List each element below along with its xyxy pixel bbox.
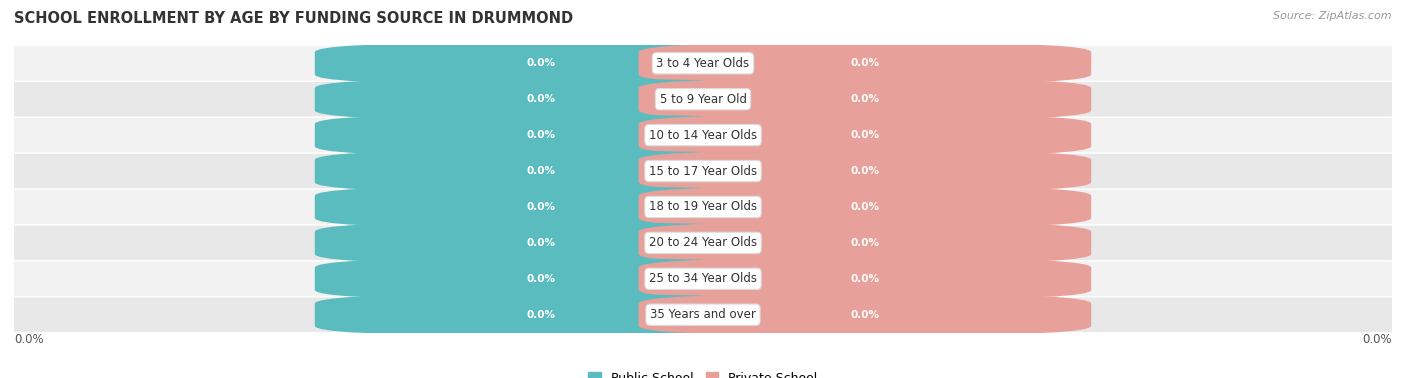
Text: 15 to 17 Year Olds: 15 to 17 Year Olds [650, 164, 756, 178]
Text: 0.0%: 0.0% [1362, 333, 1392, 345]
Text: 0.0%: 0.0% [527, 58, 555, 68]
Text: 0.0%: 0.0% [527, 238, 555, 248]
Text: 5 to 9 Year Old: 5 to 9 Year Old [659, 93, 747, 106]
FancyBboxPatch shape [638, 258, 1091, 299]
Text: 0.0%: 0.0% [527, 202, 555, 212]
FancyBboxPatch shape [315, 186, 768, 228]
FancyBboxPatch shape [315, 258, 768, 299]
Text: 0.0%: 0.0% [527, 310, 555, 320]
FancyBboxPatch shape [638, 150, 1091, 192]
Text: SCHOOL ENROLLMENT BY AGE BY FUNDING SOURCE IN DRUMMOND: SCHOOL ENROLLMENT BY AGE BY FUNDING SOUR… [14, 11, 574, 26]
Text: 0.0%: 0.0% [527, 94, 555, 104]
FancyBboxPatch shape [14, 82, 1392, 116]
Text: Source: ZipAtlas.com: Source: ZipAtlas.com [1274, 11, 1392, 21]
Text: 0.0%: 0.0% [851, 94, 879, 104]
Text: 0.0%: 0.0% [851, 238, 879, 248]
FancyBboxPatch shape [14, 297, 1392, 332]
Text: 10 to 14 Year Olds: 10 to 14 Year Olds [650, 129, 756, 142]
FancyBboxPatch shape [638, 186, 1091, 228]
FancyBboxPatch shape [14, 262, 1392, 296]
FancyBboxPatch shape [14, 46, 1392, 81]
FancyBboxPatch shape [315, 294, 768, 335]
FancyBboxPatch shape [638, 222, 1091, 263]
FancyBboxPatch shape [14, 154, 1392, 188]
Text: 0.0%: 0.0% [851, 310, 879, 320]
FancyBboxPatch shape [638, 115, 1091, 156]
Text: 0.0%: 0.0% [851, 202, 879, 212]
FancyBboxPatch shape [638, 79, 1091, 120]
Text: 0.0%: 0.0% [851, 274, 879, 284]
FancyBboxPatch shape [14, 190, 1392, 224]
Text: 0.0%: 0.0% [527, 166, 555, 176]
FancyBboxPatch shape [638, 43, 1091, 84]
Text: 0.0%: 0.0% [14, 333, 44, 345]
FancyBboxPatch shape [315, 150, 768, 192]
Text: 3 to 4 Year Olds: 3 to 4 Year Olds [657, 57, 749, 70]
Legend: Public School, Private School: Public School, Private School [583, 367, 823, 378]
Text: 20 to 24 Year Olds: 20 to 24 Year Olds [650, 236, 756, 249]
Text: 0.0%: 0.0% [851, 58, 879, 68]
Text: 0.0%: 0.0% [851, 166, 879, 176]
Text: 25 to 34 Year Olds: 25 to 34 Year Olds [650, 272, 756, 285]
Text: 0.0%: 0.0% [527, 274, 555, 284]
Text: 0.0%: 0.0% [851, 130, 879, 140]
Text: 18 to 19 Year Olds: 18 to 19 Year Olds [650, 200, 756, 214]
FancyBboxPatch shape [14, 118, 1392, 152]
Text: 35 Years and over: 35 Years and over [650, 308, 756, 321]
FancyBboxPatch shape [315, 43, 768, 84]
FancyBboxPatch shape [315, 79, 768, 120]
FancyBboxPatch shape [315, 115, 768, 156]
FancyBboxPatch shape [638, 294, 1091, 335]
Text: 0.0%: 0.0% [527, 130, 555, 140]
FancyBboxPatch shape [14, 226, 1392, 260]
FancyBboxPatch shape [315, 222, 768, 263]
